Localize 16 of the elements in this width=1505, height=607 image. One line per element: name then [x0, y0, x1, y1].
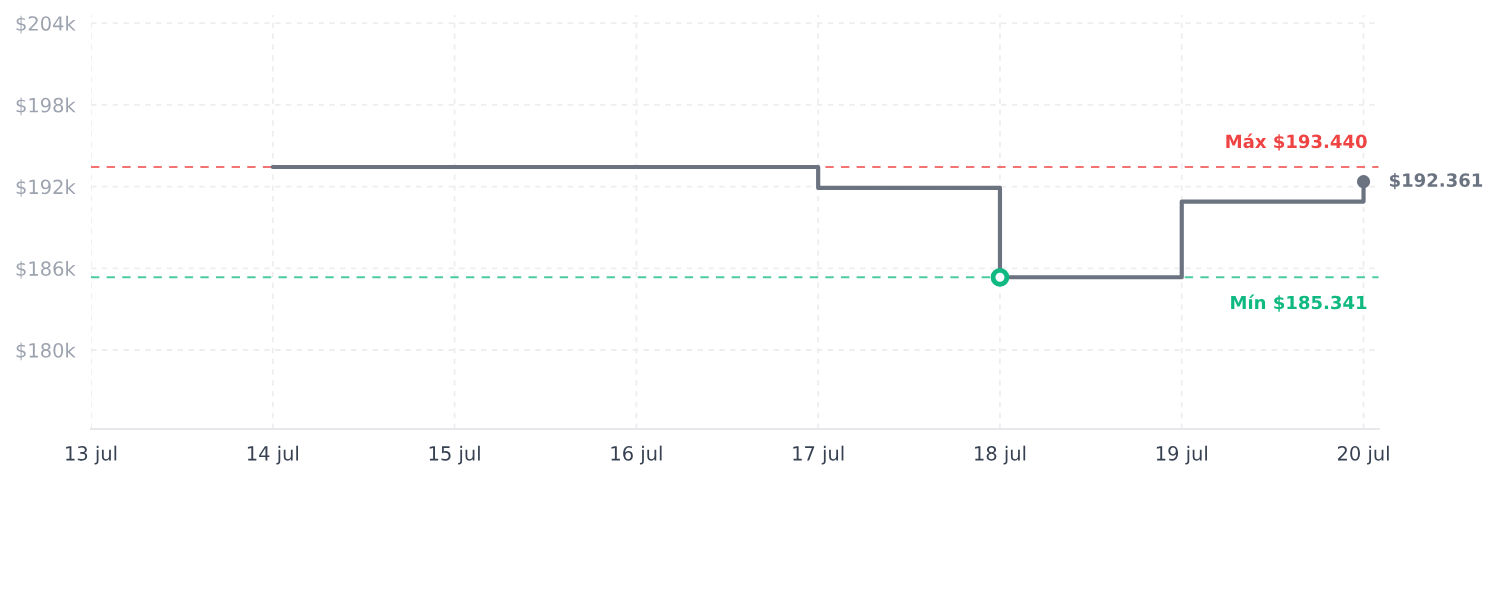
y-tick-label: $204k [16, 15, 76, 34]
y-tick-label: $186k [16, 260, 76, 279]
y-tick-label: $180k [16, 342, 76, 361]
y-tick-label: $192k [16, 179, 76, 197]
x-tick-label: 14 jul [247, 445, 298, 465]
x-tick-label: 15 jul [429, 445, 480, 465]
x-tick-label: 17 jul [793, 445, 844, 465]
y-tick-label: $198k [16, 97, 76, 116]
data-label: $192.361 [1389, 172, 1483, 190]
x-tick-label: 20 jul [1337, 445, 1389, 465]
ref-line-label: Mín $185.341 [1231, 294, 1367, 312]
x-tick-label: 19 jul [1156, 445, 1207, 465]
x-tick-label: 13 jul [66, 445, 117, 465]
x-tick-label: 16 jul [611, 445, 662, 465]
ref-line-label: Máx $193.440 [1226, 133, 1367, 151]
x-tick-label: 18 jul [975, 445, 1026, 465]
